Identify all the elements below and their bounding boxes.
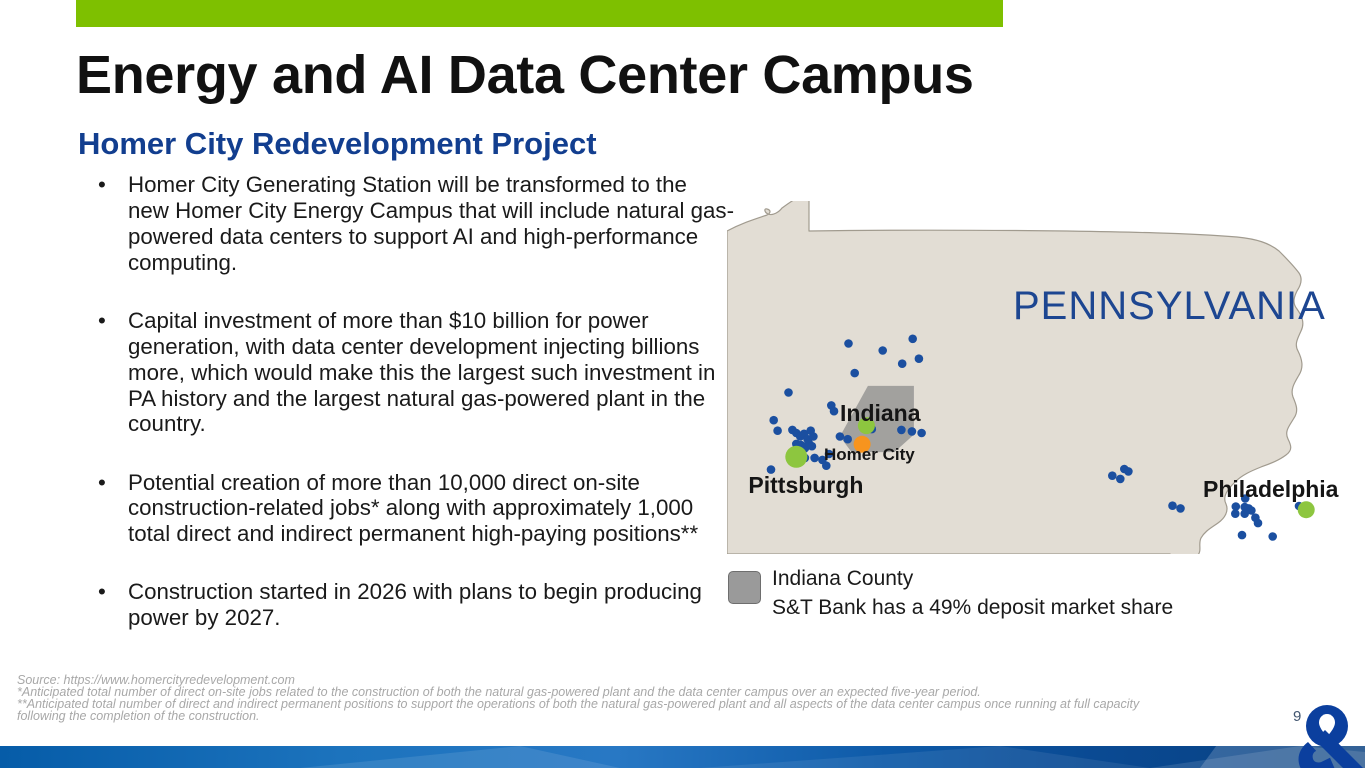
svg-text:PENNSYLVANIA: PENNSYLVANIA xyxy=(1013,284,1326,328)
svg-text:Indiana: Indiana xyxy=(840,400,921,426)
svg-text:Philadelphia: Philadelphia xyxy=(1203,476,1339,502)
svg-text:Pittsburgh: Pittsburgh xyxy=(748,472,863,498)
svg-text:Homer City: Homer City xyxy=(824,445,915,464)
